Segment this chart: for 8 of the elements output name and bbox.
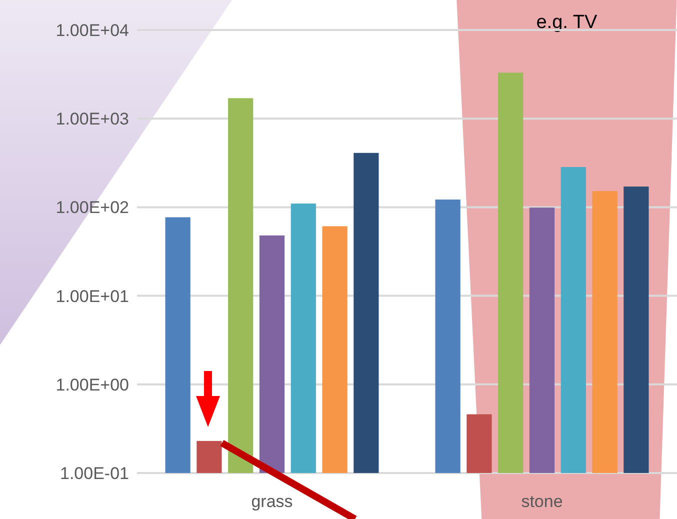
- y-tick-label: 1.00E-01: [60, 464, 129, 483]
- y-tick-label: 1.00E+01: [56, 286, 129, 306]
- y-tick-label: 1.00E+00: [56, 375, 129, 394]
- y-tick-label: 1.00E+03: [56, 110, 129, 129]
- y-tick-label: 1.00E+04: [56, 20, 129, 40]
- y-tick-label: 1.00E+02: [56, 198, 129, 218]
- x-tick-label: grass: [251, 492, 293, 511]
- x-tick-label: stone: [521, 492, 563, 511]
